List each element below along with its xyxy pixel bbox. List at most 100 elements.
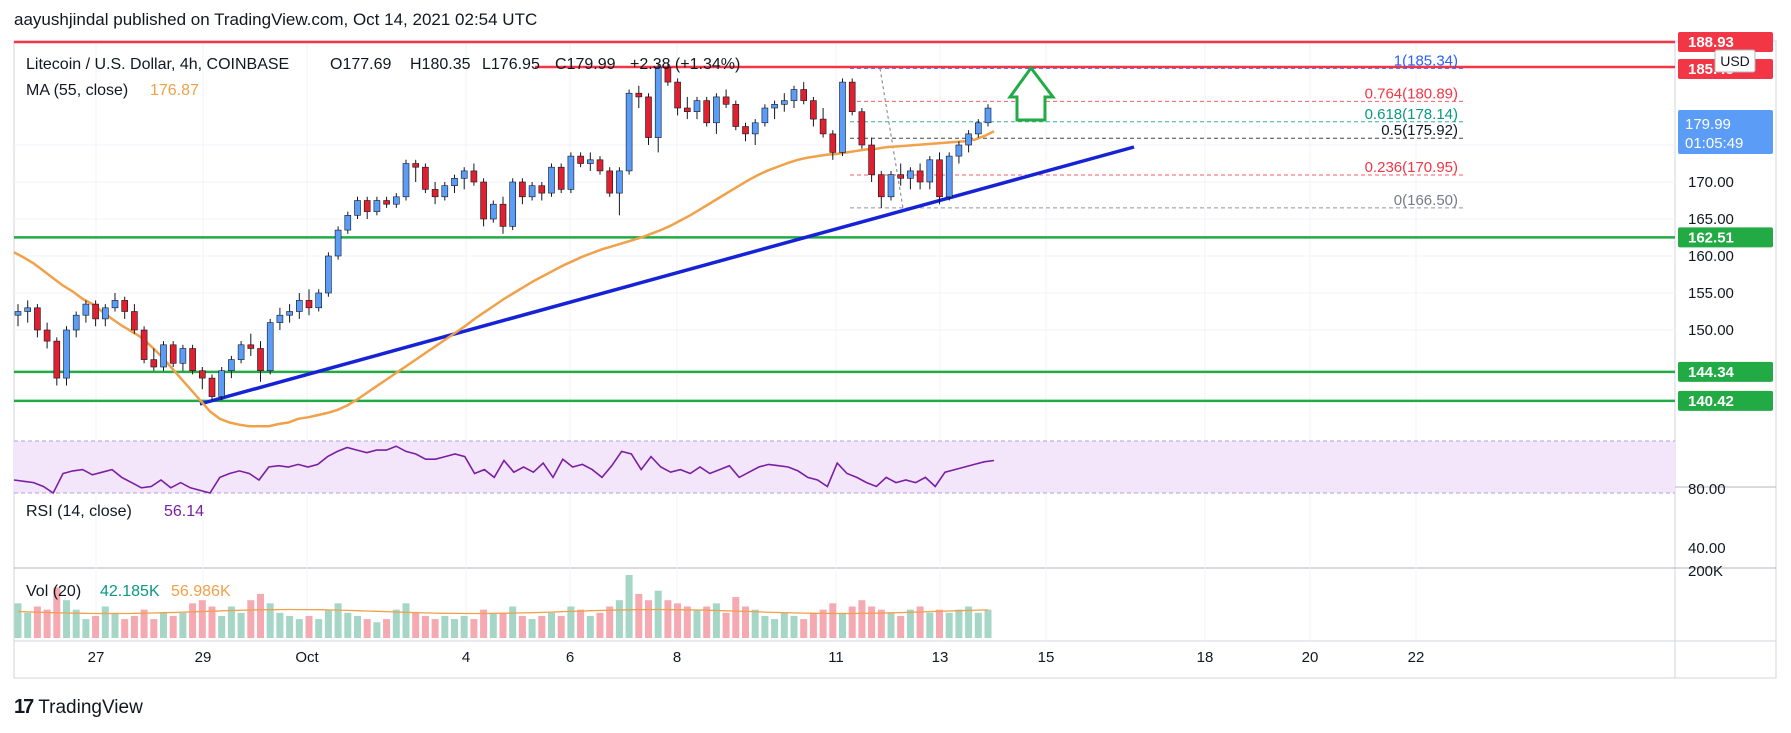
time-tick-label: 29 (195, 649, 212, 666)
candle (567, 152, 575, 194)
volume-bar (528, 619, 536, 638)
candle (780, 93, 788, 112)
candle-body (354, 200, 361, 216)
candle (509, 178, 517, 231)
volume-bar (470, 619, 478, 638)
currency-box[interactable] (1714, 49, 1756, 73)
candle-body (140, 329, 148, 360)
candle (480, 178, 487, 227)
candle (877, 170, 885, 208)
price-badge-label: 144.34 (1688, 364, 1735, 381)
volume-bar (712, 603, 720, 638)
tradingview-logo-icon: 17 (14, 696, 34, 718)
candle (751, 119, 759, 145)
candle-body (625, 92, 633, 172)
volume-bar (732, 597, 740, 638)
time-tick-label: 18 (1197, 649, 1214, 666)
volume-bar (635, 593, 643, 638)
volume-bar (596, 612, 604, 638)
volume-bar (809, 612, 817, 638)
candle-body (713, 96, 720, 124)
volume-bar (14, 603, 22, 638)
candle (586, 152, 594, 171)
candle-body (34, 307, 41, 331)
volume-bar (955, 609, 963, 638)
candle-body (470, 170, 478, 183)
legend-vol-value1: 42.185K (100, 583, 160, 600)
volume-bar (257, 593, 264, 638)
brand-name[interactable]: TradingView (38, 696, 143, 718)
candle (266, 318, 274, 375)
time-tick-label: 13 (932, 649, 949, 666)
candle (635, 85, 643, 108)
candle (111, 293, 119, 312)
volume-bar (819, 609, 827, 638)
candle-body (790, 89, 798, 101)
fib-level-label: 0.236(170.95) (1365, 159, 1458, 176)
candle-body (82, 303, 90, 316)
volume-bar (92, 615, 100, 638)
candle-body (237, 344, 245, 360)
chart-svg[interactable]: 1(185.34) 0.764(180.89) 0.618(178.14)0.5(1… (0, 0, 1791, 690)
volume-bar (625, 575, 633, 638)
volume-bar (965, 606, 973, 638)
volume-bar (480, 609, 488, 638)
candle-body (92, 303, 99, 320)
candle-body (111, 300, 119, 309)
candle (606, 167, 614, 197)
published-line: aayushjindal published on TradingView.co… (14, 10, 538, 29)
candle (984, 104, 992, 127)
candle (344, 211, 352, 234)
candle (63, 326, 70, 386)
volume-bar (63, 600, 70, 638)
candle-body (53, 340, 61, 379)
candle (926, 156, 934, 190)
candle (936, 152, 943, 205)
candle-body (383, 200, 390, 205)
candle-body (829, 133, 837, 153)
volume-bar (897, 615, 905, 638)
volume-bar (412, 612, 420, 638)
volume-bar (790, 615, 798, 638)
price-badge-label: 162.51 (1688, 229, 1734, 246)
arrow-shape (1007, 65, 1057, 122)
horizontal-levels (14, 40, 1675, 403)
volume-bar (140, 609, 148, 638)
candles (14, 63, 992, 401)
rsi-tick-40: 40.00 (1688, 540, 1726, 557)
candle (819, 108, 827, 138)
candle (392, 193, 400, 208)
fib-level-label: 0.764(180.89) (1365, 85, 1458, 102)
candle (373, 196, 381, 216)
legend-symbol: Litecoin / U.S. Dollar, 4h, COINBASE (26, 56, 289, 73)
volume-bar (829, 603, 837, 638)
candle-body (606, 170, 614, 194)
candle (422, 163, 429, 194)
candle (596, 156, 604, 175)
candle (868, 137, 875, 182)
candle-body (24, 307, 32, 312)
candle (286, 304, 293, 323)
fib-level-label: 1(185.34) (1394, 52, 1458, 69)
volume-bar (247, 600, 255, 638)
volume-bar (538, 615, 546, 638)
countdown-label: 01:05:49 (1685, 135, 1743, 152)
candle (160, 341, 167, 371)
volume-bar (868, 606, 876, 638)
candle-body (965, 133, 972, 146)
chart-frame (13, 40, 1777, 679)
candle (907, 167, 914, 190)
volume-bar (761, 615, 769, 638)
volume-bar (305, 615, 313, 638)
candle (916, 163, 924, 190)
price-tick-label: 150.00 (1688, 322, 1734, 339)
candle-body (63, 329, 70, 379)
legend-change: +2.38 (+1.34%) (630, 56, 740, 73)
candle-body (218, 370, 225, 397)
candle (179, 344, 187, 371)
candle-body (897, 174, 905, 179)
candle (674, 78, 681, 116)
candle-body (538, 185, 546, 194)
candle (189, 344, 196, 375)
candle-body (519, 181, 526, 198)
